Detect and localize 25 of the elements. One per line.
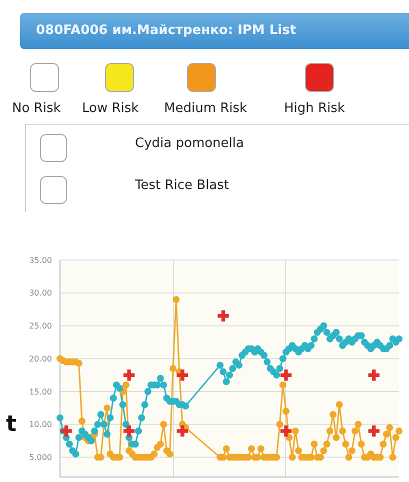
point [280,369,292,381]
category-label: High Risk [284,101,345,116]
point [368,425,380,437]
text: 080FA006 им.Майстренко: IPM List [20,13,409,49]
point [176,425,188,437]
point [123,369,135,381]
y-tick-label: 25.00 [29,322,52,331]
y-tick-label: 20.00 [29,354,52,364]
point [280,425,292,437]
point [176,369,188,381]
y-tick-label: 30.00 [29,288,52,298]
text: Test Rice Blast [135,178,230,193]
y-tick-label: 5.000 [29,453,52,462]
point [368,369,380,381]
category-label: No Risk [12,101,61,116]
category-label: Medium Risk [164,101,248,116]
category-label: Low Risk [82,101,139,116]
point [123,425,135,437]
point [218,310,229,322]
text: Cydia pomonella [135,136,244,151]
text: t [6,412,17,437]
y-tick-label: 10.00 [29,420,52,430]
point [60,425,72,437]
y-tick-label: 35.00 [29,256,52,265]
y-tick-label: 15.00 [29,387,52,396]
